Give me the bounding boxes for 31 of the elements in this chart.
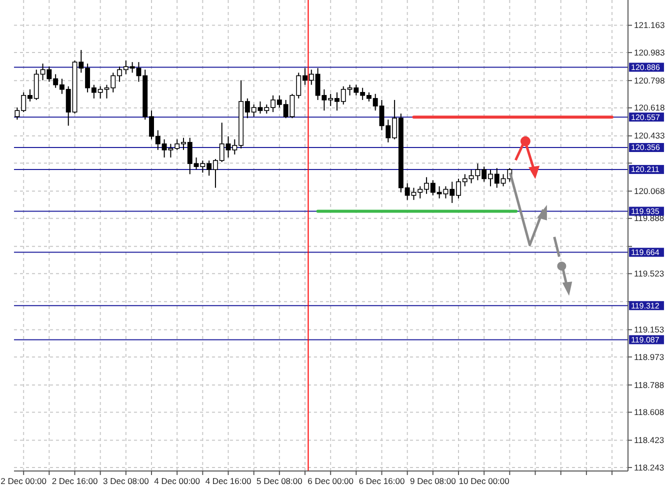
ref-line-label: 119.312	[631, 301, 660, 310]
x-tick-label: 9 Dec 08:00	[410, 476, 456, 486]
y-tick-label: 119.523	[634, 268, 664, 278]
y-tick-label: 118.423	[634, 435, 664, 446]
y-tick-label: 121.163	[634, 20, 665, 30]
y-tick-label: 118.608	[634, 407, 664, 418]
y-tick-label: 118.788	[634, 380, 664, 390]
ref-line-label: 120.886	[631, 62, 660, 72]
x-tick-label: 4 Dec 16:00	[205, 476, 252, 486]
x-tick-label: 4 Dec 00:00	[154, 476, 200, 486]
ref-line-label: 120.356	[631, 143, 660, 152]
y-tick-label: 119.153	[634, 324, 664, 335]
ref-line-label: 119.935	[631, 206, 660, 216]
x-tick-label: 5 Dec 08:00	[256, 476, 303, 486]
ref-line-label: 119.664	[631, 248, 660, 258]
y-tick-label: 118.243	[634, 462, 664, 472]
x-tick-label: 3 Dec 08:00	[103, 476, 150, 486]
y-tick-label: 120.433	[634, 130, 665, 141]
y-tick-label: 118.973	[634, 352, 664, 362]
ref-line-label: 120.211	[631, 165, 660, 174]
x-tick-label: 6 Dec 16:00	[358, 476, 405, 486]
ref-line-label: 120.557	[631, 112, 660, 122]
x-tick-label: 2 Dec 16:00	[52, 476, 98, 486]
y-tick-label: 120.983	[634, 47, 665, 58]
y-tick-label: 120.068	[634, 186, 665, 196]
ref-line-label: 119.087	[631, 335, 660, 344]
y-tick-label: 120.618	[634, 102, 665, 113]
x-tick-label: 10 Dec 00:00	[458, 476, 510, 486]
x-tick-label: 6 Dec 00:00	[308, 476, 354, 486]
x-tick-label: 2 Dec 00:00	[0, 476, 47, 486]
y-tick-label: 120.798	[634, 75, 665, 86]
